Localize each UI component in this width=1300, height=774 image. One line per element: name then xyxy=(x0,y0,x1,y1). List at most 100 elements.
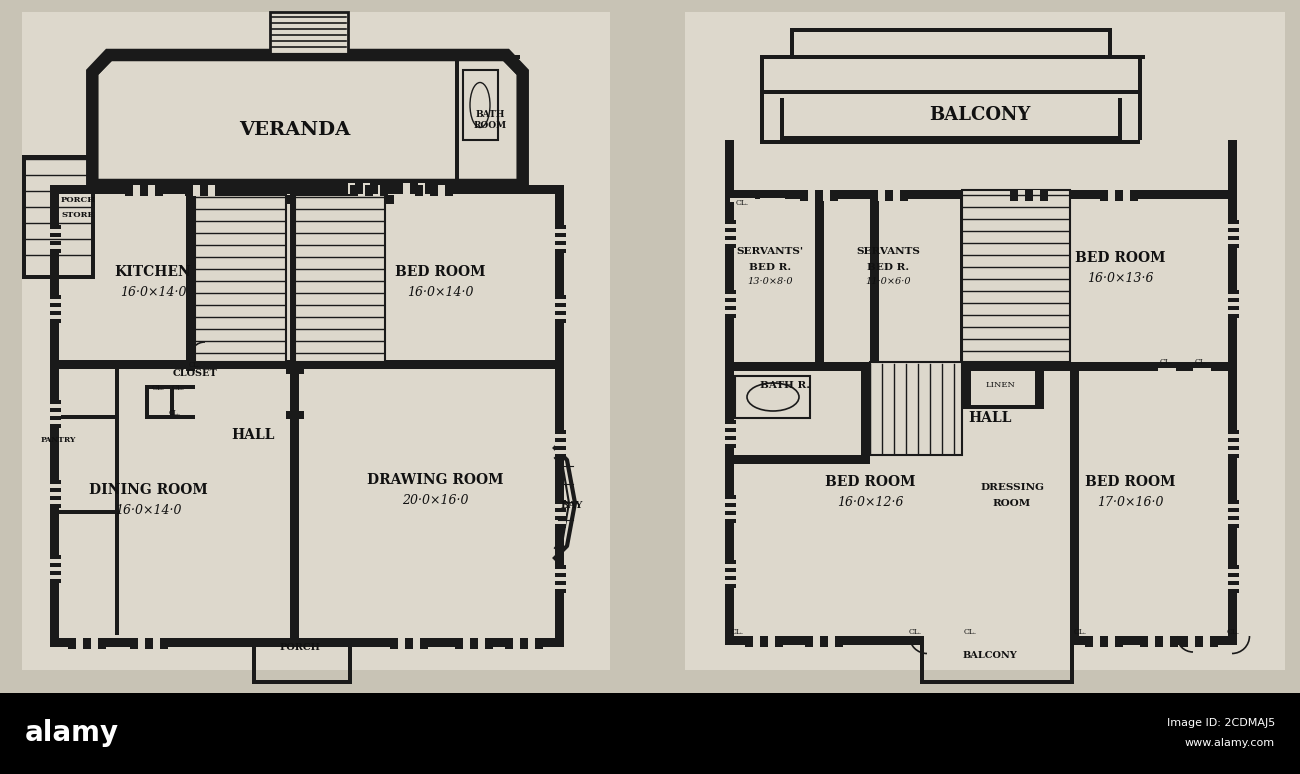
Bar xyxy=(365,185,373,196)
Bar xyxy=(731,198,755,202)
Text: 11·0×6·0: 11·0×6·0 xyxy=(866,278,911,286)
Bar xyxy=(555,500,566,504)
Bar xyxy=(252,638,256,680)
Bar xyxy=(1156,636,1162,647)
Bar xyxy=(1228,581,1239,585)
Bar xyxy=(555,430,566,434)
Bar xyxy=(22,155,95,159)
Bar xyxy=(290,185,299,638)
Bar xyxy=(455,638,493,649)
Bar xyxy=(296,366,304,374)
Bar xyxy=(725,290,736,318)
Bar xyxy=(1228,454,1239,458)
Bar xyxy=(186,195,195,371)
Bar xyxy=(962,405,1044,409)
Bar xyxy=(1040,190,1048,201)
Text: 16·0×14·0: 16·0×14·0 xyxy=(407,286,473,300)
Bar xyxy=(68,638,107,649)
Bar xyxy=(1195,636,1202,647)
Bar xyxy=(390,638,398,649)
Bar xyxy=(1228,516,1239,520)
Bar xyxy=(775,636,783,647)
Bar xyxy=(555,500,566,528)
Bar xyxy=(140,185,148,196)
Bar xyxy=(49,311,61,315)
Bar xyxy=(49,360,564,369)
Bar xyxy=(195,195,286,362)
Bar xyxy=(555,311,566,315)
Bar xyxy=(555,225,566,253)
Text: PANTRY: PANTRY xyxy=(40,436,75,444)
Bar xyxy=(725,220,736,224)
Bar xyxy=(901,190,907,201)
Bar xyxy=(555,225,566,229)
Bar xyxy=(555,565,566,593)
Bar xyxy=(920,636,924,680)
Bar xyxy=(463,70,498,140)
Bar xyxy=(725,298,736,302)
Bar xyxy=(1035,362,1044,409)
Bar xyxy=(725,584,736,588)
Text: PORCH: PORCH xyxy=(280,643,320,652)
Bar xyxy=(800,190,838,201)
Bar xyxy=(395,183,433,194)
Bar xyxy=(725,428,736,432)
Bar xyxy=(49,424,61,428)
Bar xyxy=(555,524,566,528)
Bar xyxy=(49,249,61,253)
Bar xyxy=(820,636,828,647)
Bar xyxy=(99,638,107,649)
Bar xyxy=(555,233,566,237)
Bar xyxy=(268,638,286,642)
Text: BAY: BAY xyxy=(560,501,584,509)
Bar xyxy=(555,508,566,512)
Text: 17·0×16·0: 17·0×16·0 xyxy=(1097,496,1164,509)
Text: 16·0×13·6: 16·0×13·6 xyxy=(1087,272,1153,285)
Bar xyxy=(760,198,785,202)
Bar xyxy=(49,488,61,492)
Bar xyxy=(49,233,61,237)
Bar xyxy=(350,185,358,196)
Bar xyxy=(252,680,352,684)
Bar xyxy=(790,28,1110,32)
Bar xyxy=(725,444,736,448)
Bar xyxy=(49,415,114,419)
Bar xyxy=(49,416,61,420)
Text: VERANDA: VERANDA xyxy=(239,121,351,139)
Bar xyxy=(49,579,61,583)
Bar xyxy=(725,495,736,523)
Bar xyxy=(962,362,1044,366)
Bar xyxy=(49,510,114,514)
Bar xyxy=(49,400,61,428)
Bar xyxy=(390,638,428,649)
Bar xyxy=(805,636,842,647)
Bar xyxy=(341,183,347,194)
Bar xyxy=(1118,98,1122,140)
Bar xyxy=(836,636,842,647)
Bar xyxy=(800,190,807,201)
Bar xyxy=(49,241,61,245)
Bar xyxy=(760,90,1140,94)
Text: DRAWING ROOM: DRAWING ROOM xyxy=(367,473,503,487)
Bar xyxy=(885,190,893,201)
Bar xyxy=(780,136,1121,140)
Bar xyxy=(725,636,1238,645)
Bar xyxy=(146,385,195,389)
Text: DINING ROOM: DINING ROOM xyxy=(88,483,208,497)
Bar xyxy=(49,504,61,508)
Text: CL.: CL. xyxy=(188,361,202,369)
Bar xyxy=(146,415,195,419)
Bar xyxy=(536,638,543,649)
Bar xyxy=(1070,636,1074,680)
Text: CL.: CL. xyxy=(169,409,181,417)
Text: PORCH: PORCH xyxy=(60,196,96,204)
Bar xyxy=(1228,314,1239,318)
Bar xyxy=(200,185,208,196)
Bar xyxy=(555,438,566,442)
Bar xyxy=(1138,55,1141,94)
Bar xyxy=(805,636,812,647)
Bar xyxy=(1070,362,1079,645)
Text: CL.: CL. xyxy=(731,628,744,636)
Bar xyxy=(555,581,566,585)
Bar xyxy=(870,190,907,201)
